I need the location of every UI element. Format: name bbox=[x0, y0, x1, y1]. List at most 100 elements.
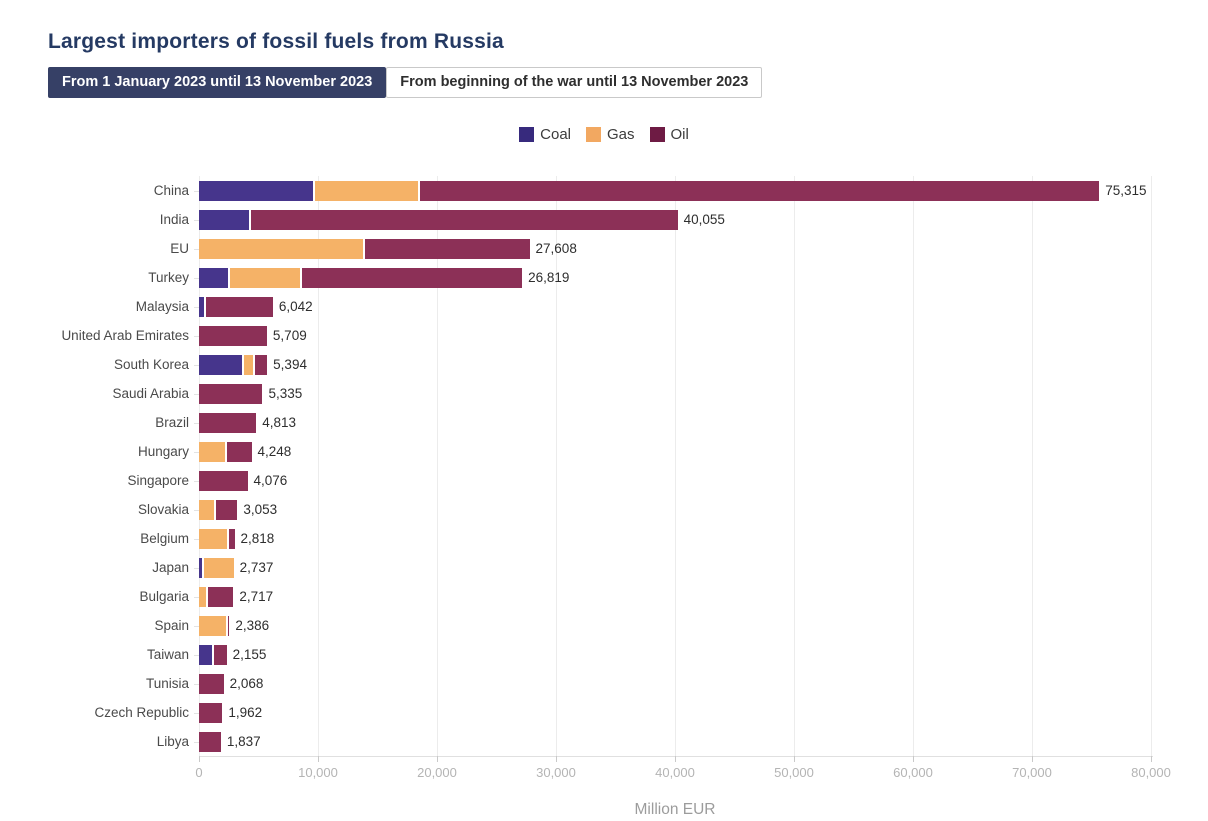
bar-segment-coal bbox=[199, 644, 213, 665]
bar-segment-gas bbox=[244, 354, 253, 375]
bar-segment-oil bbox=[301, 267, 523, 288]
legend-label: Oil bbox=[670, 126, 689, 143]
stacked-bar: 75,315 bbox=[199, 180, 1147, 201]
bar-segment-oil bbox=[199, 470, 248, 491]
y-axis-tick bbox=[194, 713, 199, 714]
bar-value-label: 26,819 bbox=[528, 270, 570, 285]
country-label: United Arab Emirates bbox=[61, 328, 189, 343]
bar-segment-oil bbox=[214, 644, 227, 665]
legend-item-gas: Gas bbox=[586, 126, 635, 143]
bar-value-label: 4,076 bbox=[253, 473, 288, 488]
bar-value-label: 27,608 bbox=[535, 241, 577, 256]
x-axis-tick-label: 80,000 bbox=[1131, 765, 1171, 780]
y-axis-tick bbox=[194, 510, 199, 511]
bar-value-label: 75,315 bbox=[1105, 183, 1147, 198]
table-row: Bulgaria 2,717 bbox=[0, 582, 1208, 611]
bar-segment-oil bbox=[199, 412, 257, 433]
table-row: EU 27,608 bbox=[0, 234, 1208, 263]
bar-segment-coal bbox=[199, 296, 204, 317]
table-row: Saudi Arabia 5,335 bbox=[0, 379, 1208, 408]
bar-value-label: 2,717 bbox=[239, 589, 274, 604]
legend-swatch-gas bbox=[586, 127, 601, 142]
y-axis-tick bbox=[194, 423, 199, 424]
bar-value-label: 4,248 bbox=[257, 444, 292, 459]
bar-segment-coal bbox=[199, 180, 314, 201]
x-axis-tick bbox=[1151, 756, 1152, 762]
bar-segment-oil bbox=[215, 499, 238, 520]
country-label: Hungary bbox=[137, 444, 189, 459]
bar-segment-gas bbox=[229, 267, 300, 288]
country-label: EU bbox=[170, 241, 189, 256]
bar-segment-gas bbox=[199, 528, 227, 549]
bar-segment-oil bbox=[199, 702, 223, 723]
tab-current-period[interactable]: From 1 January 2023 until 13 November 20… bbox=[48, 67, 387, 98]
stacked-bar: 2,717 bbox=[199, 586, 274, 607]
x-axis-title: Million EUR bbox=[634, 801, 716, 818]
table-row: Turkey 26,819 bbox=[0, 263, 1208, 292]
country-label: Libya bbox=[156, 734, 189, 749]
country-label: China bbox=[153, 183, 189, 198]
x-axis-tick bbox=[794, 756, 795, 762]
legend-swatch-oil bbox=[649, 127, 665, 142]
y-axis-tick bbox=[194, 307, 199, 308]
country-label: Bulgaria bbox=[139, 589, 189, 604]
bar-segment-gas bbox=[315, 180, 419, 201]
bar-segment-oil bbox=[226, 441, 252, 462]
table-row: Singapore 4,076 bbox=[0, 466, 1208, 495]
stacked-bar: 2,737 bbox=[199, 557, 273, 578]
country-label: Brazil bbox=[155, 415, 189, 430]
chart-legend: Coal Gas Oil bbox=[0, 126, 1208, 143]
bar-segment-gas bbox=[199, 586, 206, 607]
y-axis-tick bbox=[194, 481, 199, 482]
table-row: Taiwan 2,155 bbox=[0, 640, 1208, 669]
legend-swatch-coal bbox=[519, 127, 535, 142]
country-label: Japan bbox=[152, 560, 189, 575]
tab-since-war-start[interactable]: From beginning of the war until 13 Novem… bbox=[386, 67, 763, 98]
bar-segment-oil bbox=[364, 238, 530, 259]
bar-segment-oil bbox=[207, 586, 234, 607]
stacked-bar: 4,248 bbox=[199, 441, 292, 462]
bar-value-label: 4,813 bbox=[262, 415, 297, 430]
legend-item-oil: Oil bbox=[649, 126, 689, 143]
country-label: India bbox=[159, 212, 189, 227]
bar-value-label: 6,042 bbox=[278, 299, 313, 314]
stacked-bar: 40,055 bbox=[199, 209, 725, 230]
stacked-bar: 26,819 bbox=[199, 267, 570, 288]
x-axis-tick bbox=[199, 756, 200, 762]
stacked-bar: 4,813 bbox=[199, 412, 297, 433]
country-label: Spain bbox=[154, 618, 189, 633]
country-label: Taiwan bbox=[146, 647, 189, 662]
x-axis-tick-label: 50,000 bbox=[774, 765, 814, 780]
stacked-bar: 5,335 bbox=[199, 383, 302, 404]
y-axis-tick bbox=[194, 365, 199, 366]
y-axis-tick bbox=[194, 249, 199, 250]
stacked-bar: 6,042 bbox=[199, 296, 313, 317]
bar-value-label: 3,053 bbox=[243, 502, 278, 517]
x-axis-tick-label: 40,000 bbox=[655, 765, 695, 780]
bar-segment-gas bbox=[199, 499, 214, 520]
y-axis-tick bbox=[194, 336, 199, 337]
table-row: Spain 2,386 bbox=[0, 611, 1208, 640]
bar-segment-oil bbox=[199, 325, 267, 346]
bar-segment-oil bbox=[254, 354, 268, 375]
table-row: United Arab Emirates 5,709 bbox=[0, 321, 1208, 350]
table-row: South Korea 5,394 bbox=[0, 350, 1208, 379]
x-axis-tick bbox=[318, 756, 319, 762]
x-axis-tick-label: 10,000 bbox=[298, 765, 338, 780]
legend-label: Gas bbox=[607, 126, 635, 143]
page-title: Largest importers of fossil fuels from R… bbox=[48, 30, 504, 54]
y-axis-tick bbox=[194, 742, 199, 743]
table-row: Belgium 2,818 bbox=[0, 524, 1208, 553]
table-row: India 40,055 bbox=[0, 205, 1208, 234]
bar-value-label: 5,709 bbox=[272, 328, 307, 343]
x-axis-tick-label: 20,000 bbox=[417, 765, 457, 780]
stacked-bar: 5,709 bbox=[199, 325, 307, 346]
bar-segment-oil bbox=[420, 180, 1100, 201]
country-label: South Korea bbox=[113, 357, 189, 372]
country-label: Turkey bbox=[148, 270, 189, 285]
bar-segment-coal bbox=[199, 354, 243, 375]
y-axis-tick bbox=[194, 655, 199, 656]
country-label: Czech Republic bbox=[94, 705, 189, 720]
bar-segment-gas bbox=[199, 238, 363, 259]
y-axis-tick bbox=[194, 684, 199, 685]
